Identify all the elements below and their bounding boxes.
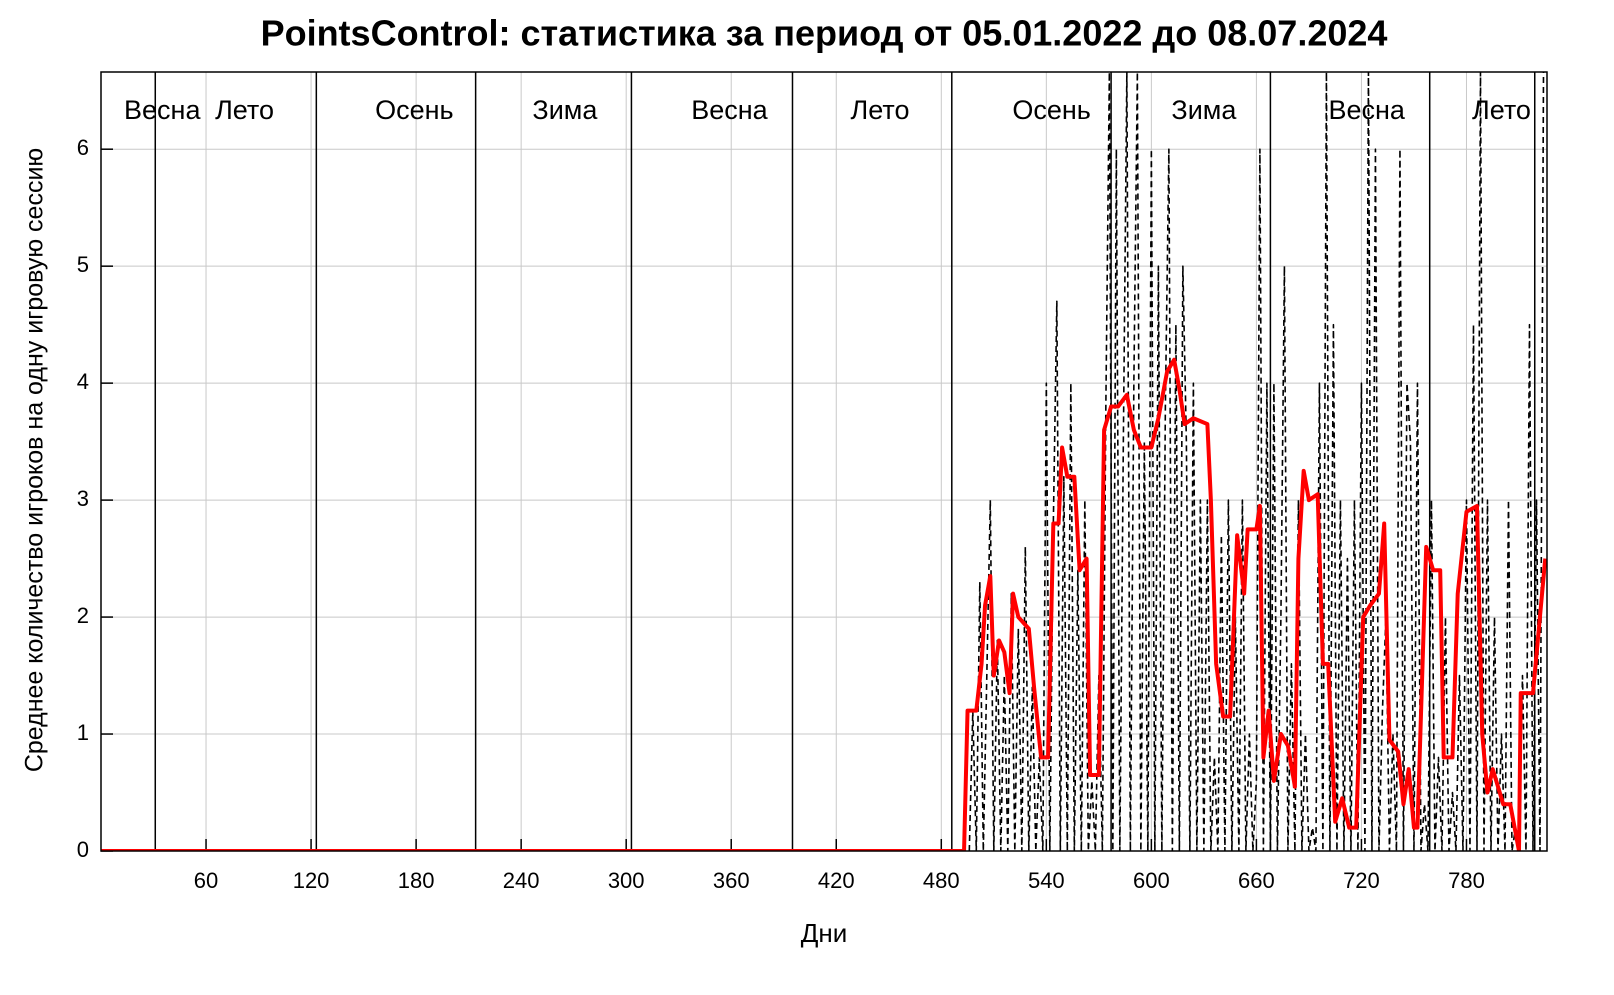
x-tick-label: 180	[398, 868, 435, 893]
x-tick-label: 420	[818, 868, 855, 893]
y-tick-label: 4	[77, 369, 89, 394]
x-tick-label: 780	[1448, 868, 1485, 893]
y-tick-label: 3	[77, 486, 89, 511]
x-tick-label: 480	[923, 868, 960, 893]
season-label: Весна	[124, 95, 201, 125]
season-label: Лето	[851, 95, 910, 125]
x-axis-label: Дни	[801, 918, 848, 948]
x-tick-label: 240	[503, 868, 540, 893]
season-label: Весна	[1328, 95, 1405, 125]
season-label: Лето	[215, 95, 274, 125]
y-tick-label: 5	[77, 252, 89, 277]
season-label: Лето	[1472, 95, 1531, 125]
season-label: Зима	[532, 95, 598, 125]
x-tick-label: 300	[608, 868, 645, 893]
season-label: Осень	[375, 95, 454, 125]
chart-title: PointsControl: статистика за период от 0…	[261, 13, 1388, 54]
x-tick-label: 660	[1238, 868, 1275, 893]
season-label: Осень	[1012, 95, 1091, 125]
x-tick-label: 600	[1133, 868, 1170, 893]
season-label: Весна	[691, 95, 768, 125]
daily-line	[968, 72, 1545, 851]
x-tick-label: 60	[194, 868, 218, 893]
x-tick-label: 360	[713, 868, 750, 893]
plot-frame	[100, 71, 1548, 852]
x-tick-label: 720	[1343, 868, 1380, 893]
y-tick-label: 2	[77, 603, 89, 628]
x-tick-label: 120	[293, 868, 330, 893]
y-tick-label: 6	[77, 135, 89, 160]
plot-lines	[101, 72, 1547, 851]
y-tick-label: 0	[77, 837, 89, 862]
average-line	[101, 357, 1547, 851]
y-axis-label: Среднее количество игроков на одну игров…	[21, 148, 49, 772]
y-tick-label: 1	[77, 720, 89, 745]
x-tick-label: 540	[1028, 868, 1065, 893]
season-label: Зима	[1171, 95, 1237, 125]
